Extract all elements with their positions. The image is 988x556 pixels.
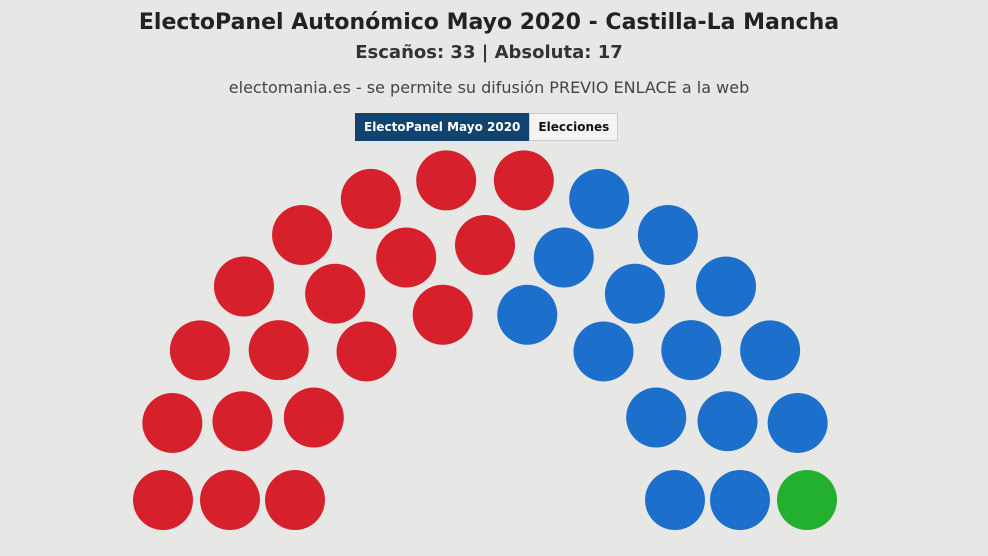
- seat: [777, 470, 837, 530]
- chart-title: ElectoPanel Autonómico Mayo 2020 - Casti…: [138, 10, 840, 35]
- seat: [283, 387, 344, 448]
- seat: [265, 470, 325, 530]
- seat: [455, 215, 515, 275]
- seat: [416, 150, 477, 211]
- seat: [645, 470, 705, 530]
- seat: [710, 470, 770, 530]
- seat: [133, 470, 193, 530]
- seat: [169, 320, 230, 381]
- seat: [305, 263, 366, 324]
- seat: [340, 168, 401, 229]
- seat: [697, 391, 758, 452]
- tab[interactable]: Elecciones: [529, 113, 619, 141]
- seat: [248, 320, 309, 381]
- seat: [493, 150, 554, 211]
- seat: [213, 256, 274, 317]
- seat: [767, 392, 828, 453]
- seat: [376, 227, 437, 288]
- seat: [412, 284, 473, 345]
- seat: [497, 284, 558, 345]
- seat: [212, 391, 273, 452]
- tab[interactable]: ElectoPanel Mayo 2020: [355, 113, 530, 141]
- tabs: ElectoPanel Mayo 2020 Elecciones: [355, 113, 619, 141]
- seat: [573, 321, 634, 382]
- seat: [604, 263, 665, 324]
- seat: [637, 204, 698, 265]
- seat: [740, 320, 801, 381]
- seat: [626, 387, 687, 448]
- seat: [533, 227, 594, 288]
- seat: [336, 321, 397, 382]
- seat: [696, 256, 757, 317]
- chart-subtitle: Escaños: 33 | Absoluta: 17: [355, 42, 623, 63]
- seat: [272, 204, 333, 265]
- seat: [142, 392, 203, 453]
- credit: electomania.es - se permite su difusión …: [228, 78, 750, 97]
- seat: [569, 168, 630, 229]
- seat: [661, 320, 722, 381]
- seat: [200, 470, 260, 530]
